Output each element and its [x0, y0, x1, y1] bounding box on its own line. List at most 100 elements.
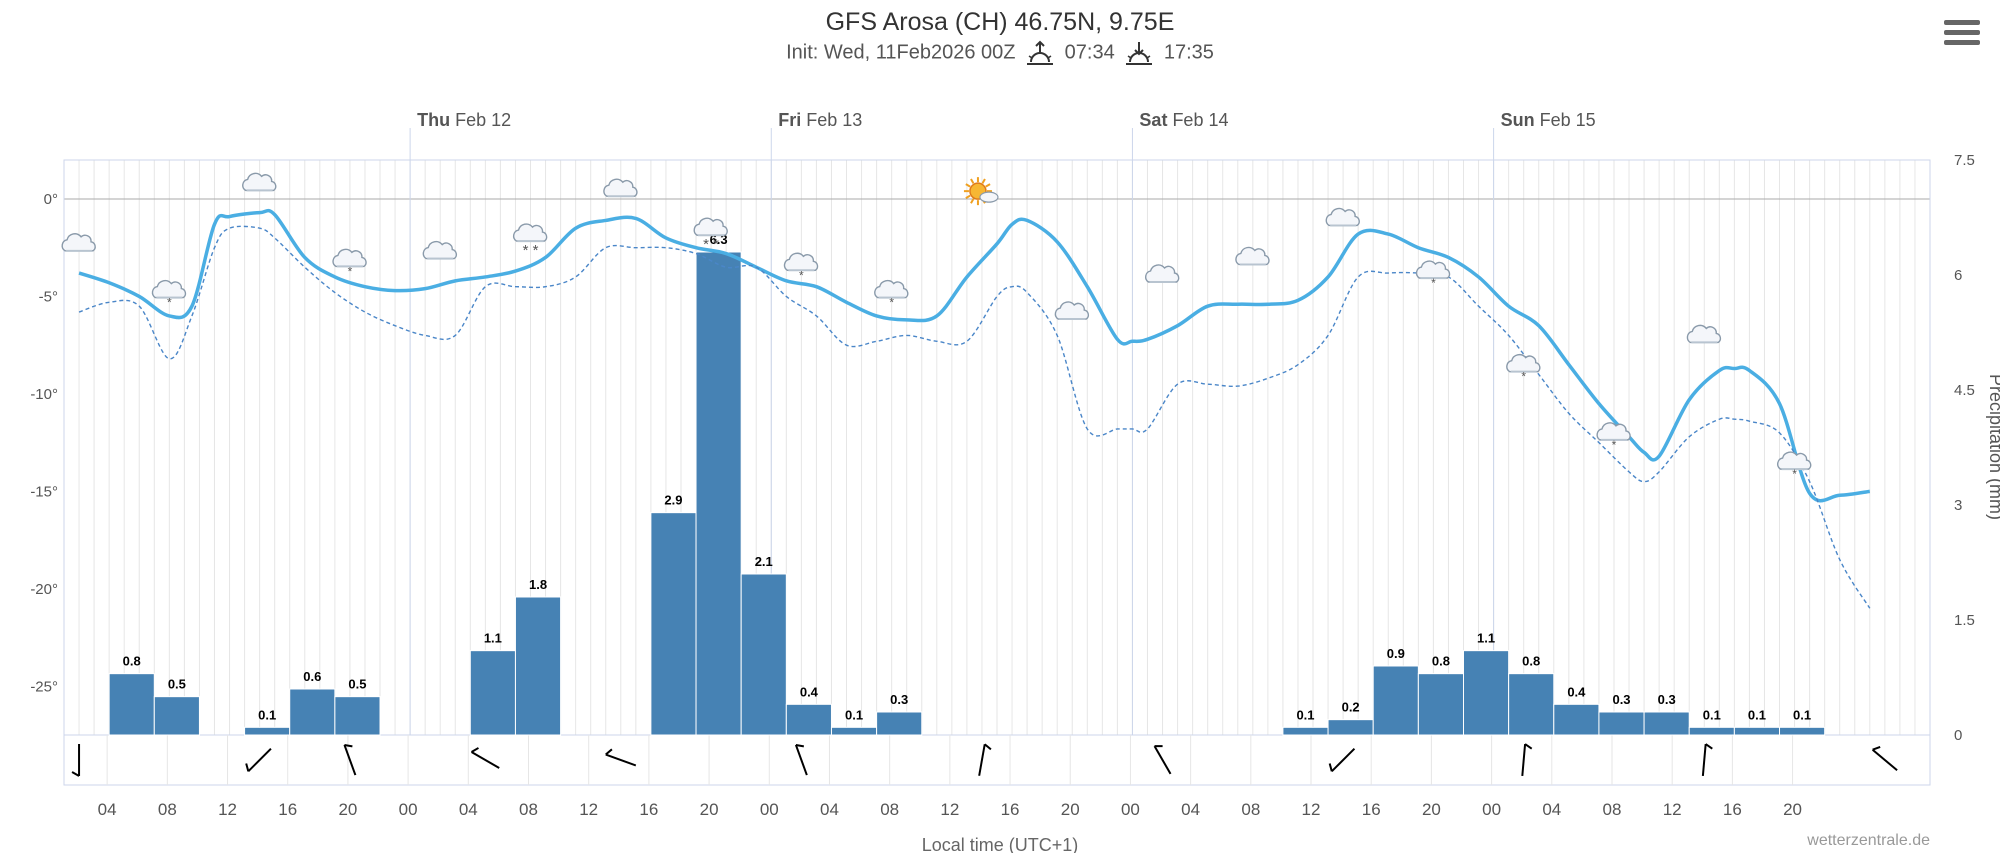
- day-date: Feb 13: [801, 110, 862, 130]
- day-name: Fri: [778, 110, 801, 130]
- precip-label: 1.8: [529, 577, 547, 592]
- wind-barb: [245, 747, 272, 773]
- barb-flag: [1154, 745, 1163, 748]
- init-text: Init: Wed, 11Feb2026 00Z: [786, 41, 1016, 64]
- wind-barb: [1871, 745, 1898, 772]
- weather-symbols: * * * * * * * * * * * *: [61, 172, 1812, 481]
- x-tick-label: 20: [700, 800, 719, 819]
- y-left-tick-label: 0°: [44, 191, 58, 208]
- precip-bar: [514, 596, 562, 736]
- sun-ray: [965, 183, 971, 188]
- cloud-icon: [61, 233, 96, 252]
- day-date: Feb 15: [1535, 110, 1596, 130]
- sun-ray: [985, 183, 991, 188]
- cloud-icon: [1054, 301, 1090, 321]
- x-tick-label: 08: [158, 800, 177, 819]
- y-left-tick-label: -20°: [30, 581, 58, 598]
- precip-bar: [153, 696, 200, 736]
- cloud-shape: [603, 178, 638, 197]
- y-left-tick-label: -5°: [39, 288, 58, 305]
- cloud-snow-icon: *: [1596, 422, 1631, 452]
- x-tick-label: 08: [880, 800, 899, 819]
- precip-label: 0.1: [1793, 707, 1811, 722]
- precip-label: 0.8: [1522, 654, 1540, 669]
- cloud-shape: [1325, 207, 1360, 227]
- x-tick-label: 04: [1181, 800, 1200, 819]
- x-tick-label: 00: [1121, 800, 1140, 819]
- barb-shaft: [794, 744, 808, 776]
- y-right-tick-label: 6: [1954, 267, 1962, 284]
- x-tick-label: 04: [820, 800, 839, 819]
- precip-label: 0.4: [800, 684, 819, 699]
- wind-barb: [1328, 747, 1356, 773]
- day-date: Feb 14: [1167, 110, 1228, 130]
- sun-ray: [981, 178, 986, 184]
- cloud-snow-icon: *: [151, 279, 187, 310]
- barb-flag: [1705, 743, 1713, 750]
- sun-ray: [965, 194, 971, 200]
- precip-bar: [1508, 673, 1555, 736]
- x-tick-label: 04: [98, 800, 117, 819]
- precip-label: 0.3: [1658, 692, 1676, 707]
- snowflake: *: [348, 264, 353, 278]
- wind-barb: [343, 743, 357, 776]
- x-tick-label: 12: [1663, 800, 1682, 819]
- barb-flag: [984, 743, 992, 751]
- cloud-shape: [332, 248, 367, 268]
- snowflake: *: [1431, 276, 1436, 290]
- snowflake: *: [1521, 370, 1526, 384]
- precip-label: 0.1: [1703, 707, 1721, 722]
- precip-bar: [1553, 703, 1600, 736]
- cloud-snow-icon: *: [1506, 353, 1541, 384]
- x-tick-label: 12: [218, 800, 237, 819]
- cloud-shape: [1145, 264, 1180, 283]
- barb-flag: [795, 743, 805, 748]
- cloud-shape: [1596, 422, 1631, 441]
- axes-layer: 0° -5° -10° -15° -20° -25° 0 1.5 3 4.5 6 7.5 Precipi…: [30, 110, 2000, 853]
- wind-barb: [1521, 743, 1533, 777]
- x-tick-label: 08: [519, 800, 538, 819]
- cloud-shape: [1686, 324, 1722, 344]
- precip-label: 0.5: [168, 677, 186, 692]
- dewpoint-line: [78, 225, 1871, 609]
- cloud-snow-icon: *: [1415, 260, 1451, 290]
- precip-bar: [740, 573, 787, 736]
- cloud-icon: [1145, 264, 1180, 283]
- precip-bar: [1463, 650, 1510, 736]
- credits-link[interactable]: wetterzentrale.de: [1807, 832, 1930, 849]
- x-tick-label: 16: [1362, 800, 1381, 819]
- wind-barb: [794, 743, 808, 776]
- precip-bar: [650, 512, 697, 736]
- x-tick-label: 16: [1723, 800, 1742, 819]
- snowflakes: * *: [523, 242, 539, 259]
- wind-barb: [1153, 745, 1172, 775]
- x-tick-label: 04: [1542, 800, 1561, 819]
- wind-barb: [71, 744, 81, 777]
- day-date: Feb 12: [450, 110, 511, 130]
- day-label: Sun Feb 15: [1501, 110, 1596, 130]
- precip-label: 0.4: [1567, 684, 1586, 699]
- precip-label: 0.8: [1432, 654, 1450, 669]
- small-cloud: [979, 191, 999, 203]
- cloud-shape: [1777, 451, 1812, 470]
- sun-cloud-icon: [963, 177, 999, 206]
- hamburger-menu-icon[interactable]: [1944, 20, 1980, 48]
- precip-bar: [289, 688, 336, 736]
- barb-shaft: [343, 744, 357, 776]
- sunset-time: 17:35: [1163, 41, 1214, 64]
- precip-label: 0.1: [845, 707, 863, 722]
- cloud-shape: [422, 240, 458, 260]
- precip-bar: [785, 703, 832, 736]
- precipitation-bars: 0.80.50.10.60.51.11.82.96.32.10.40.10.30…: [108, 232, 1826, 736]
- wind-barb: [470, 747, 500, 769]
- cloud-icon: [603, 178, 638, 198]
- cloud-icon: [1235, 246, 1270, 266]
- snowflake: *: [1612, 438, 1617, 452]
- barb-flag: [1524, 743, 1533, 750]
- x-tick-label: 16: [639, 800, 658, 819]
- x-tick-label: 12: [1302, 800, 1321, 819]
- barb-shaft: [1153, 745, 1172, 775]
- y-right-tick-label: 1.5: [1954, 612, 1975, 629]
- day-name: Thu: [417, 110, 450, 130]
